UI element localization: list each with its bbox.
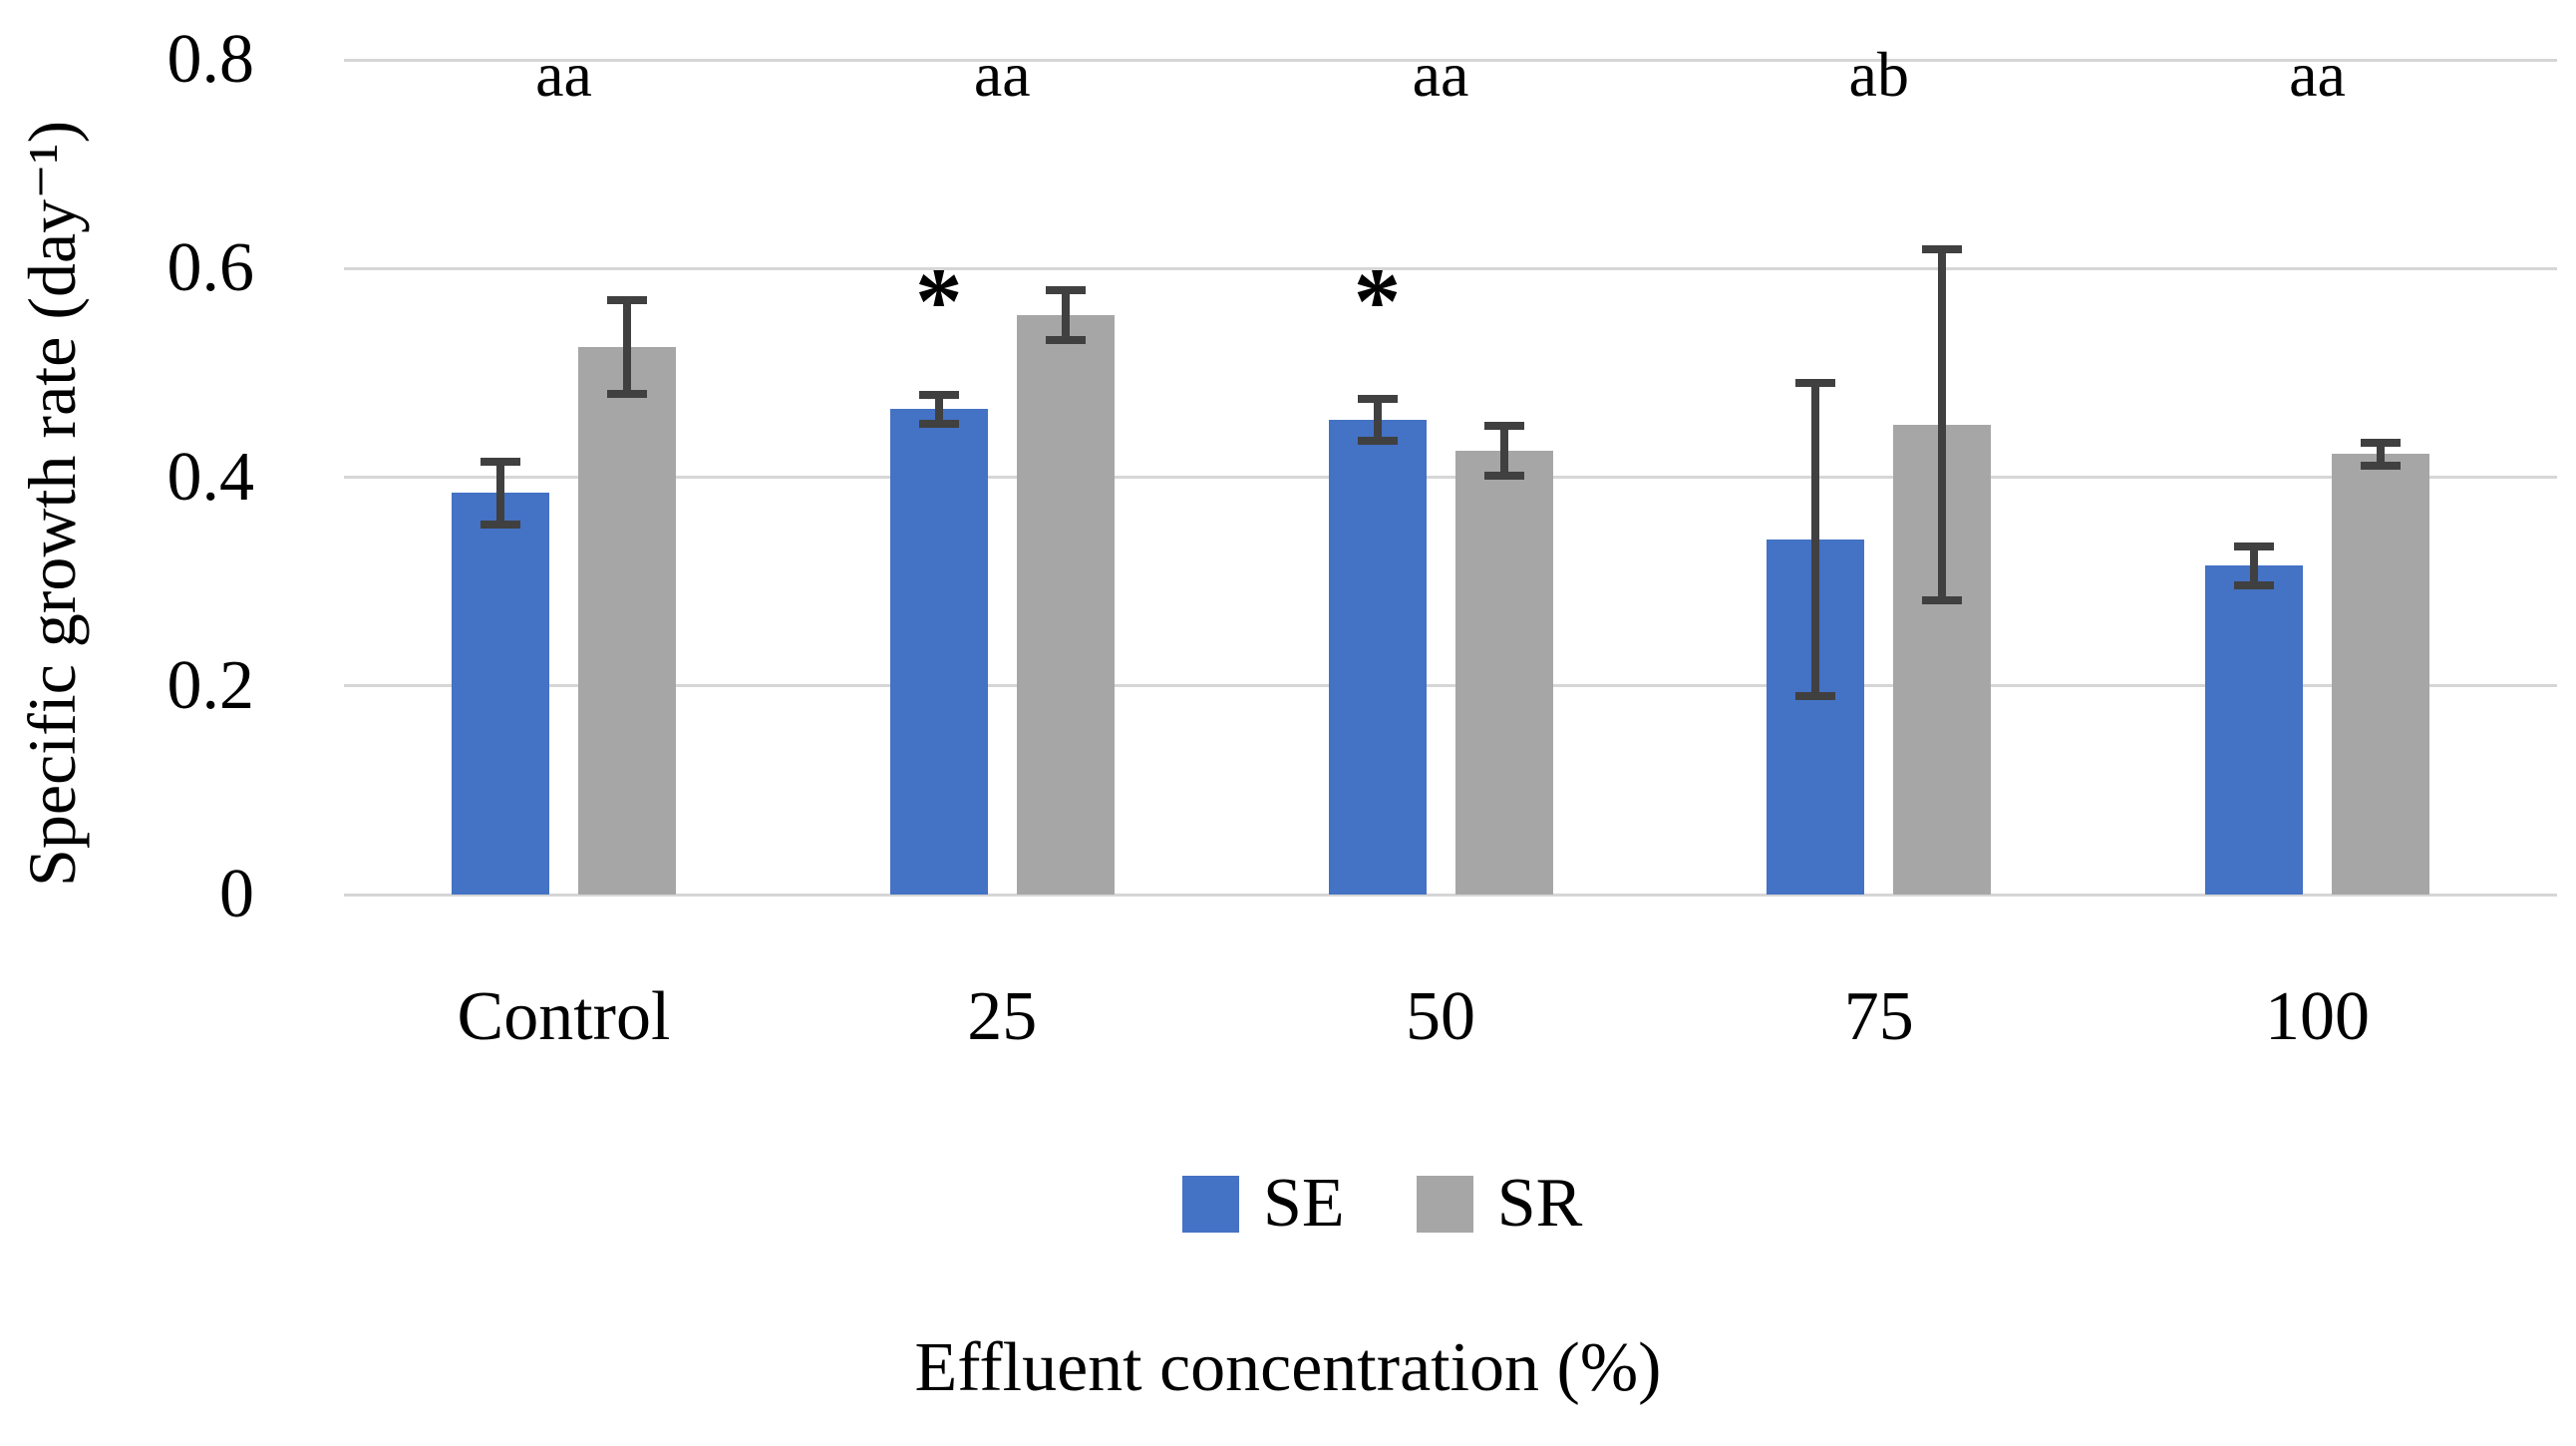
- category-label-100: 100: [2265, 978, 2370, 1055]
- bar-SE-Control: [452, 493, 549, 895]
- bar-SE-50: [1328, 419, 1427, 895]
- gridline-0: [344, 893, 2557, 897]
- error-cap-bottom-SE-75: [1795, 692, 1836, 701]
- category-label-Control: Control: [457, 978, 671, 1055]
- legend-label-SR: SR: [1496, 1165, 1583, 1242]
- error-cap-top-SR-75: [1922, 245, 1963, 254]
- group-letter-75: ab: [1848, 39, 1909, 110]
- error-cap-top-SR-50: [1483, 422, 1524, 431]
- significance-asterisk-50: *: [1353, 248, 1402, 354]
- legend-item-SR: SR: [1416, 1165, 1583, 1242]
- x-axis-title: Effluent concentration (%): [914, 1329, 1662, 1406]
- legend-label-SE: SE: [1263, 1165, 1345, 1242]
- error-cap-bottom-SR-75: [1922, 595, 1963, 604]
- significance-asterisk-25: *: [915, 248, 963, 354]
- group-letter-Control: aa: [535, 39, 592, 110]
- gridline-0.8: [344, 58, 2557, 62]
- error-bar-SR-100: [2377, 442, 2385, 466]
- error-cap-bottom-SE-100: [2234, 581, 2274, 590]
- error-cap-bottom-SE-25: [918, 420, 959, 429]
- legend: SE SR: [1182, 1169, 1582, 1239]
- category-label-75: 75: [1843, 978, 1914, 1055]
- error-cap-top-SE-Control: [481, 457, 520, 466]
- bar-SE-25: [889, 409, 988, 895]
- error-cap-top-SE-50: [1357, 395, 1398, 404]
- group-letter-25: aa: [973, 39, 1031, 110]
- category-label-25: 25: [967, 978, 1038, 1055]
- bar-SE-100: [2205, 565, 2303, 895]
- error-bar-SR-25: [1061, 290, 1070, 341]
- bar-SR-50: [1454, 451, 1553, 895]
- error-bar-SR-50: [1499, 426, 1508, 477]
- y-tick-label-0.2: 0.2: [166, 646, 255, 724]
- error-cap-top-SE-100: [2234, 542, 2274, 550]
- error-bar-SE-25: [934, 394, 943, 425]
- error-bar-SE-100: [2250, 545, 2258, 586]
- error-cap-top-SE-25: [918, 390, 959, 399]
- error-bar-SE-50: [1373, 399, 1382, 441]
- error-cap-top-SR-100: [2361, 438, 2401, 447]
- error-cap-top-SR-Control: [607, 295, 647, 304]
- y-tick-label-0.4: 0.4: [166, 438, 255, 516]
- gridline-0.2: [344, 684, 2557, 688]
- bar-SR-25: [1016, 315, 1115, 895]
- group-letter-100: aa: [2289, 39, 2346, 110]
- error-cap-bottom-SR-50: [1483, 472, 1524, 481]
- bar-SR-100: [2332, 454, 2429, 895]
- gridline-0.6: [344, 266, 2557, 270]
- error-bar-SR-Control: [623, 299, 631, 394]
- error-cap-bottom-SE-50: [1357, 436, 1398, 445]
- y-tick-label-0: 0: [219, 856, 254, 932]
- error-bar-SR-75: [1938, 249, 1947, 600]
- y-tick-label-0.8: 0.8: [166, 21, 255, 98]
- error-cap-bottom-SR-25: [1045, 336, 1086, 345]
- error-bar-SE-Control: [496, 461, 504, 525]
- error-cap-top-SR-25: [1045, 286, 1086, 295]
- category-label-50: 50: [1406, 978, 1475, 1055]
- y-tick-label-0.6: 0.6: [166, 229, 255, 307]
- group-letter-50: aa: [1412, 39, 1469, 110]
- legend-swatch-SR: [1416, 1175, 1473, 1233]
- bar-SR-Control: [578, 346, 676, 895]
- legend-item-SE: SE: [1182, 1169, 1345, 1239]
- error-cap-top-SE-75: [1795, 379, 1836, 388]
- error-cap-bottom-SR-Control: [607, 389, 647, 398]
- error-bar-SE-75: [1811, 383, 1820, 697]
- error-cap-bottom-SE-Control: [481, 520, 520, 529]
- gridline-0.4: [344, 476, 2557, 479]
- error-cap-bottom-SR-100: [2361, 461, 2401, 470]
- legend-swatch-SE: [1182, 1175, 1239, 1233]
